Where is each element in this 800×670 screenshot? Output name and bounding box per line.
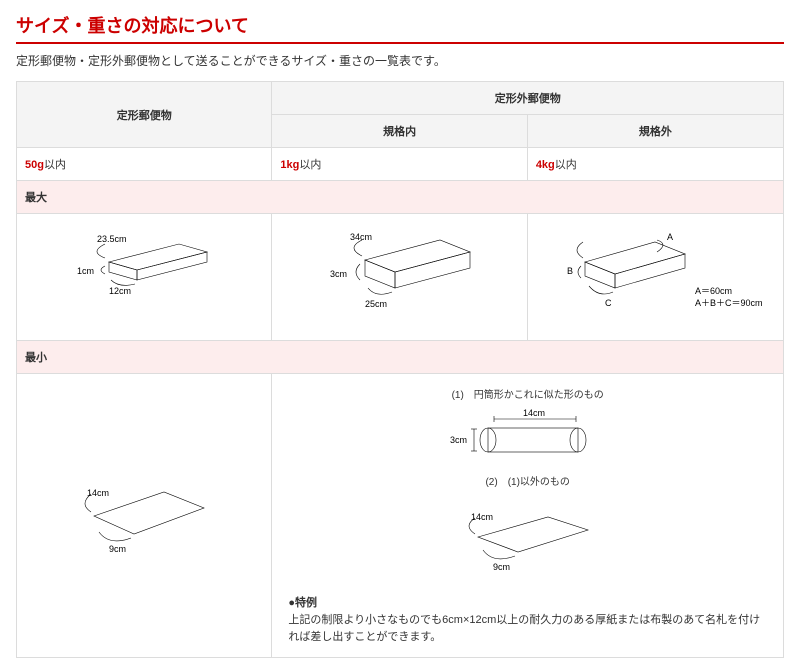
svg-text:A＝60cm: A＝60cm — [695, 286, 732, 296]
section-max: 最大 — [17, 181, 784, 214]
svg-text:3cm: 3cm — [450, 435, 467, 445]
tube-caption: (1) 円筒形かこれに似た形のもの — [288, 386, 767, 401]
header-inspec: 規格内 — [272, 115, 527, 148]
size-table: 定形郵便物 定形外郵便物 規格内 規格外 50g以内 1kg以内 4kg以内 最… — [16, 81, 784, 658]
special-text: 上記の制限より小さなものでも6cm×12cm以上の耐久力のある厚紙または布製のあ… — [288, 612, 767, 645]
max-standard-diagram: 23.5cm 1cm 12cm — [17, 214, 272, 341]
weight-outspec: 4kg以内 — [527, 148, 783, 181]
svg-text:C: C — [605, 298, 612, 308]
max-outspec-diagram: A B C A＝60cm A＋B＋C＝90cm — [527, 214, 783, 341]
weight-inspec: 1kg以内 — [272, 148, 527, 181]
svg-text:25cm: 25cm — [365, 299, 387, 309]
svg-text:A: A — [667, 232, 673, 242]
special-heading: ●特例 — [288, 594, 767, 610]
min-nonstandard-diagram: (1) 円筒形かこれに似た形のもの 14cm 3cm (2) (1)以外のもの — [272, 374, 784, 658]
svg-text:3cm: 3cm — [330, 269, 347, 279]
page-title: サイズ・重さの対応について — [16, 12, 784, 44]
intro-text: 定形郵便物・定形外郵便物として送ることができるサイズ・重さの一覧表です。 — [16, 52, 784, 69]
header-standard: 定形郵便物 — [17, 82, 272, 148]
header-nonstandard: 定形外郵便物 — [272, 82, 784, 115]
section-min: 最小 — [17, 341, 784, 374]
min-standard-diagram: 14cm 9cm — [17, 374, 272, 658]
svg-text:23.5cm: 23.5cm — [97, 234, 127, 244]
svg-text:14cm: 14cm — [87, 488, 109, 498]
svg-text:9cm: 9cm — [493, 562, 510, 572]
max-inspec-diagram: 34cm 3cm 25cm — [272, 214, 527, 341]
svg-text:14cm: 14cm — [523, 408, 545, 418]
header-outspec: 規格外 — [527, 115, 783, 148]
other-caption: (2) (1)以外のもの — [288, 473, 767, 488]
weight-standard: 50g以内 — [17, 148, 272, 181]
svg-text:A＋B＋C＝90cm: A＋B＋C＝90cm — [695, 298, 763, 308]
svg-text:12cm: 12cm — [109, 286, 131, 296]
svg-text:B: B — [567, 266, 573, 276]
svg-text:9cm: 9cm — [109, 544, 126, 554]
svg-text:1cm: 1cm — [77, 266, 94, 276]
svg-text:14cm: 14cm — [471, 512, 493, 522]
